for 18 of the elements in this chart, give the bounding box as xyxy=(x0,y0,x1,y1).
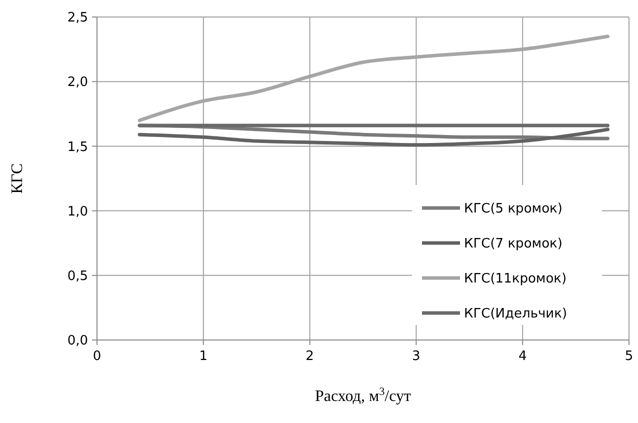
x-tick-label: 3 xyxy=(412,349,420,364)
legend-label: КГС(5 кромок) xyxy=(464,202,562,217)
x-tick-label: 2 xyxy=(306,349,314,364)
legend-label: КГС(11кромок) xyxy=(464,272,567,287)
y-tick-label: 1,0 xyxy=(67,204,88,220)
y-tick-label: 1,5 xyxy=(67,140,88,155)
x-axis-title: Расход, м$^{3}$/сут xyxy=(314,386,412,405)
x-tick-label: 4 xyxy=(518,349,527,364)
legend-label: КГС(Идельчик) xyxy=(464,306,568,322)
y-tick-label: 0,0 xyxy=(67,334,88,349)
y-tick-label: 2,5 xyxy=(67,10,88,26)
x-tick-label: 1 xyxy=(199,349,208,364)
legend-label: КГС(7 кромок) xyxy=(464,236,562,252)
y-axis-title: КГС xyxy=(9,163,26,194)
y-tick-label: 2,0 xyxy=(67,75,88,90)
y-tick-label: 0,5 xyxy=(67,268,88,284)
x-tick-label: 0 xyxy=(92,349,102,364)
x-tick-label: 5 xyxy=(624,349,634,364)
